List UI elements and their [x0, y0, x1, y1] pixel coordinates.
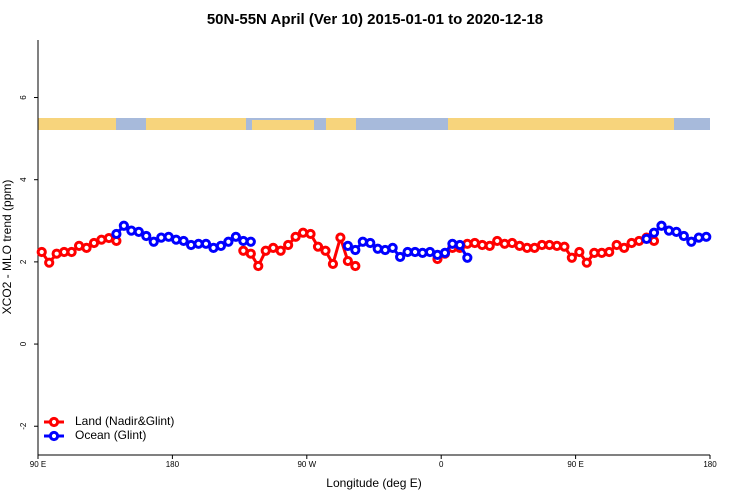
x-tick-label: 90 W: [297, 460, 316, 469]
point: [66, 246, 77, 258]
legend-label: Land (Nadir&Glint): [75, 414, 174, 428]
point: [305, 228, 316, 240]
point: [290, 231, 301, 242]
point: [641, 233, 652, 244]
point: [148, 236, 159, 247]
land-strip: [38, 118, 116, 130]
legend-marker: [48, 416, 60, 428]
point: [342, 255, 353, 267]
point: [686, 236, 697, 247]
land-strip: [326, 118, 356, 130]
point: [671, 226, 682, 237]
point: [320, 245, 331, 256]
point: [365, 237, 376, 249]
point: [44, 257, 55, 268]
point: [178, 235, 189, 247]
x-tick-label: 0: [439, 460, 444, 469]
point: [283, 239, 294, 251]
point: [559, 241, 570, 252]
point: [275, 245, 286, 256]
point: [439, 247, 451, 258]
point: [327, 258, 339, 270]
x-tick-label: 90 E: [567, 460, 583, 469]
point: [581, 257, 592, 268]
point: [200, 238, 212, 249]
point: [312, 241, 324, 252]
point: [245, 248, 256, 259]
y-tick-label: 0: [19, 341, 28, 346]
x-tick-label: 180: [166, 460, 180, 469]
y-axis-label: XCO2 - MLO trend (ppm): [0, 180, 14, 315]
land-strip: [448, 118, 674, 130]
land-ocean-strip: [38, 118, 710, 130]
point: [253, 260, 264, 272]
point: [604, 246, 615, 258]
y-tick-label: 6: [19, 95, 28, 100]
y-tick-label: -2: [19, 422, 28, 430]
point: [648, 227, 660, 238]
point: [141, 230, 152, 242]
point: [245, 236, 256, 247]
point: [678, 230, 689, 242]
point: [574, 246, 585, 258]
point: [350, 260, 361, 272]
point: [215, 240, 227, 251]
point: [133, 226, 144, 237]
point: [350, 244, 361, 256]
y-tick-label: 2: [19, 259, 28, 264]
point: [387, 242, 398, 254]
point: [342, 240, 353, 251]
point: [230, 231, 241, 242]
x-axis-label: Longitude (deg E): [326, 476, 421, 490]
point: [395, 251, 406, 263]
point: [223, 236, 234, 247]
y-tick-label: 4: [19, 177, 28, 182]
point: [701, 231, 712, 242]
point: [335, 232, 346, 243]
x-tick-label: 180: [703, 460, 717, 469]
point: [454, 239, 465, 251]
point: [619, 242, 630, 254]
chart-title: 50N-55N April (Ver 10) 2015-01-01 to 202…: [207, 11, 543, 28]
point: [81, 242, 92, 254]
land-strip: [252, 120, 314, 130]
point: [118, 220, 129, 231]
point: [484, 240, 495, 251]
x-tick-label: 90 E: [30, 460, 46, 469]
legend-label: Ocean (Glint): [75, 428, 146, 442]
land-strip: [146, 118, 246, 130]
point: [462, 252, 473, 263]
point: [566, 252, 577, 263]
legend-marker: [48, 430, 60, 442]
point: [656, 220, 667, 231]
point: [36, 246, 47, 258]
point: [111, 228, 122, 240]
